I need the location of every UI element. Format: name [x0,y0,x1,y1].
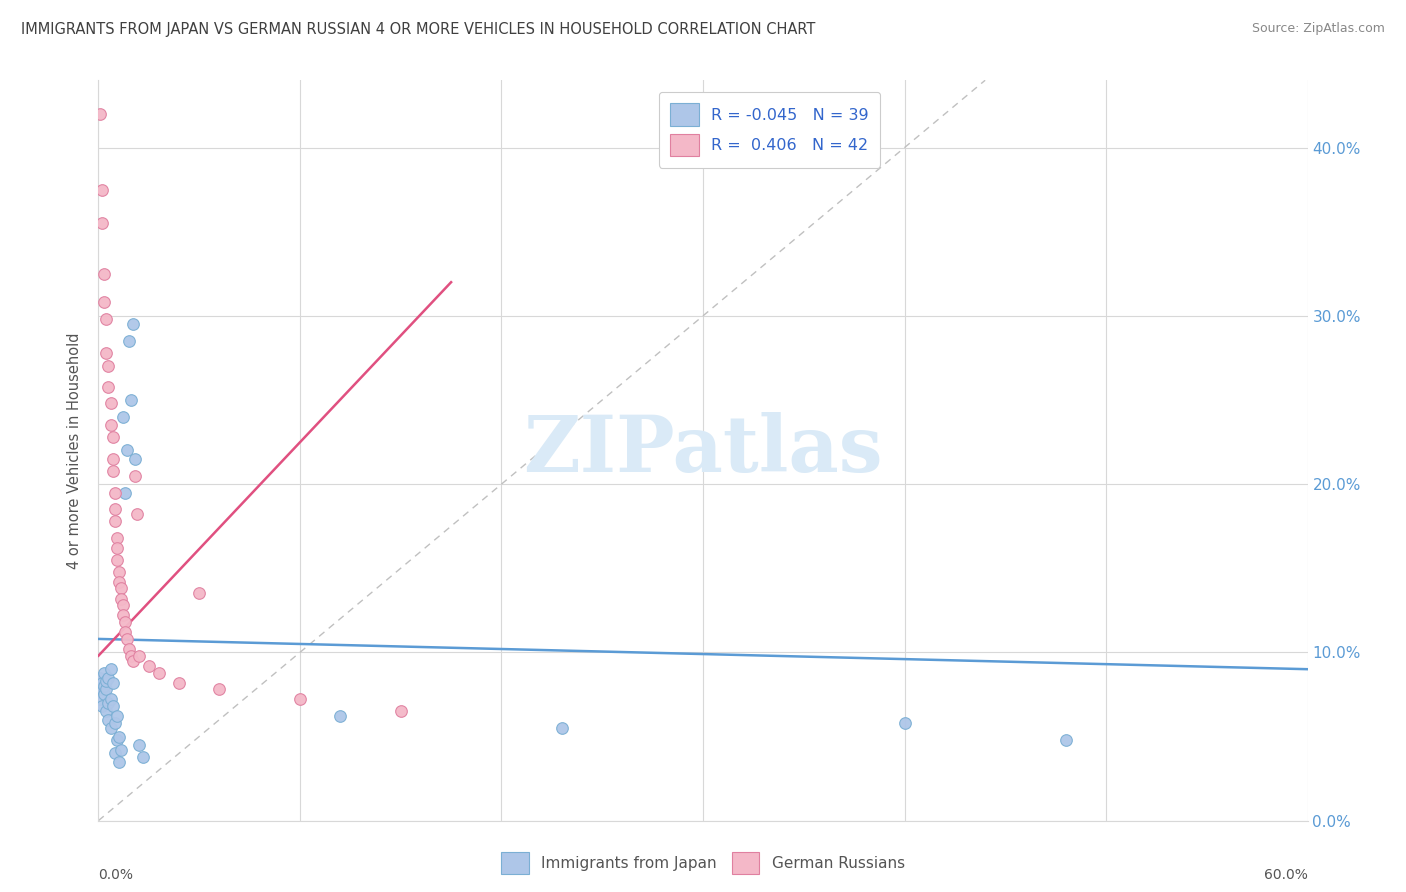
Point [124,468,146,483]
Point [111,608,134,623]
Point [138,658,160,673]
Point [93,688,115,702]
Point [114,625,136,640]
Point [91,699,114,714]
Point [115,443,138,458]
Point [89,671,111,685]
Point [103,716,125,731]
Point [1054,732,1077,747]
Point [107,755,129,769]
Point [101,699,124,714]
Point [329,709,352,723]
Point [120,648,142,663]
Point [97,696,120,710]
Point [100,396,122,410]
Point [101,675,124,690]
Point [120,392,142,407]
Text: Source: ZipAtlas.com: Source: ZipAtlas.com [1251,22,1385,36]
Legend: R = -0.045   N = 39, R =  0.406   N = 42: R = -0.045 N = 39, R = 0.406 N = 42 [659,92,880,168]
Point [96,682,118,697]
Point [97,713,120,727]
Point [103,747,125,761]
Point [188,586,211,600]
Point [107,574,129,589]
Point [100,692,122,706]
Point [107,730,129,744]
Point [103,514,125,528]
Point [128,648,150,663]
Point [121,318,143,332]
Point [114,615,136,629]
Point [105,541,128,555]
Point [101,430,124,444]
Text: ZIPatlas: ZIPatlas [523,412,883,489]
Point [105,709,128,723]
Point [105,553,128,567]
Point [105,732,128,747]
Point [89,107,111,121]
Point [91,682,114,697]
Point [93,295,115,310]
Point [105,531,128,545]
Point [128,738,150,752]
Point [110,743,132,757]
Point [96,312,118,326]
Point [111,409,134,424]
Point [97,379,120,393]
Point [100,662,122,676]
Text: 0.0%: 0.0% [98,868,134,882]
Text: 60.0%: 60.0% [1264,868,1308,882]
Point [103,502,125,516]
Point [121,654,143,668]
Point [110,582,132,596]
Point [893,716,915,731]
Point [96,673,118,688]
Point [97,359,120,374]
Point [89,692,111,706]
Point [93,665,115,680]
Point [118,642,141,657]
Point [114,485,136,500]
Point [118,334,141,348]
Text: IMMIGRANTS FROM JAPAN VS GERMAN RUSSIAN 4 OR MORE VEHICLES IN HOUSEHOLD CORRELAT: IMMIGRANTS FROM JAPAN VS GERMAN RUSSIAN … [21,22,815,37]
Point [96,704,118,718]
Point [389,704,412,718]
Point [91,675,114,690]
Point [100,418,122,433]
Point [107,565,129,579]
Point [551,721,574,735]
Point [97,671,120,685]
Y-axis label: 4 or more Vehicles in Household: 4 or more Vehicles in Household [67,332,83,569]
Legend: Immigrants from Japan, German Russians: Immigrants from Japan, German Russians [495,846,911,880]
Point [115,632,138,646]
Point [288,692,311,706]
Point [103,485,125,500]
Point [93,267,115,281]
Point [111,599,134,613]
Point [125,508,148,522]
Point [96,346,118,360]
Point [124,451,146,466]
Point [132,749,155,764]
Point [93,679,115,693]
Point [91,216,114,230]
Point [148,665,170,680]
Point [100,721,122,735]
Point [101,464,124,478]
Point [101,451,124,466]
Point [208,682,231,697]
Point [167,675,190,690]
Point [91,183,114,197]
Point [110,591,132,606]
